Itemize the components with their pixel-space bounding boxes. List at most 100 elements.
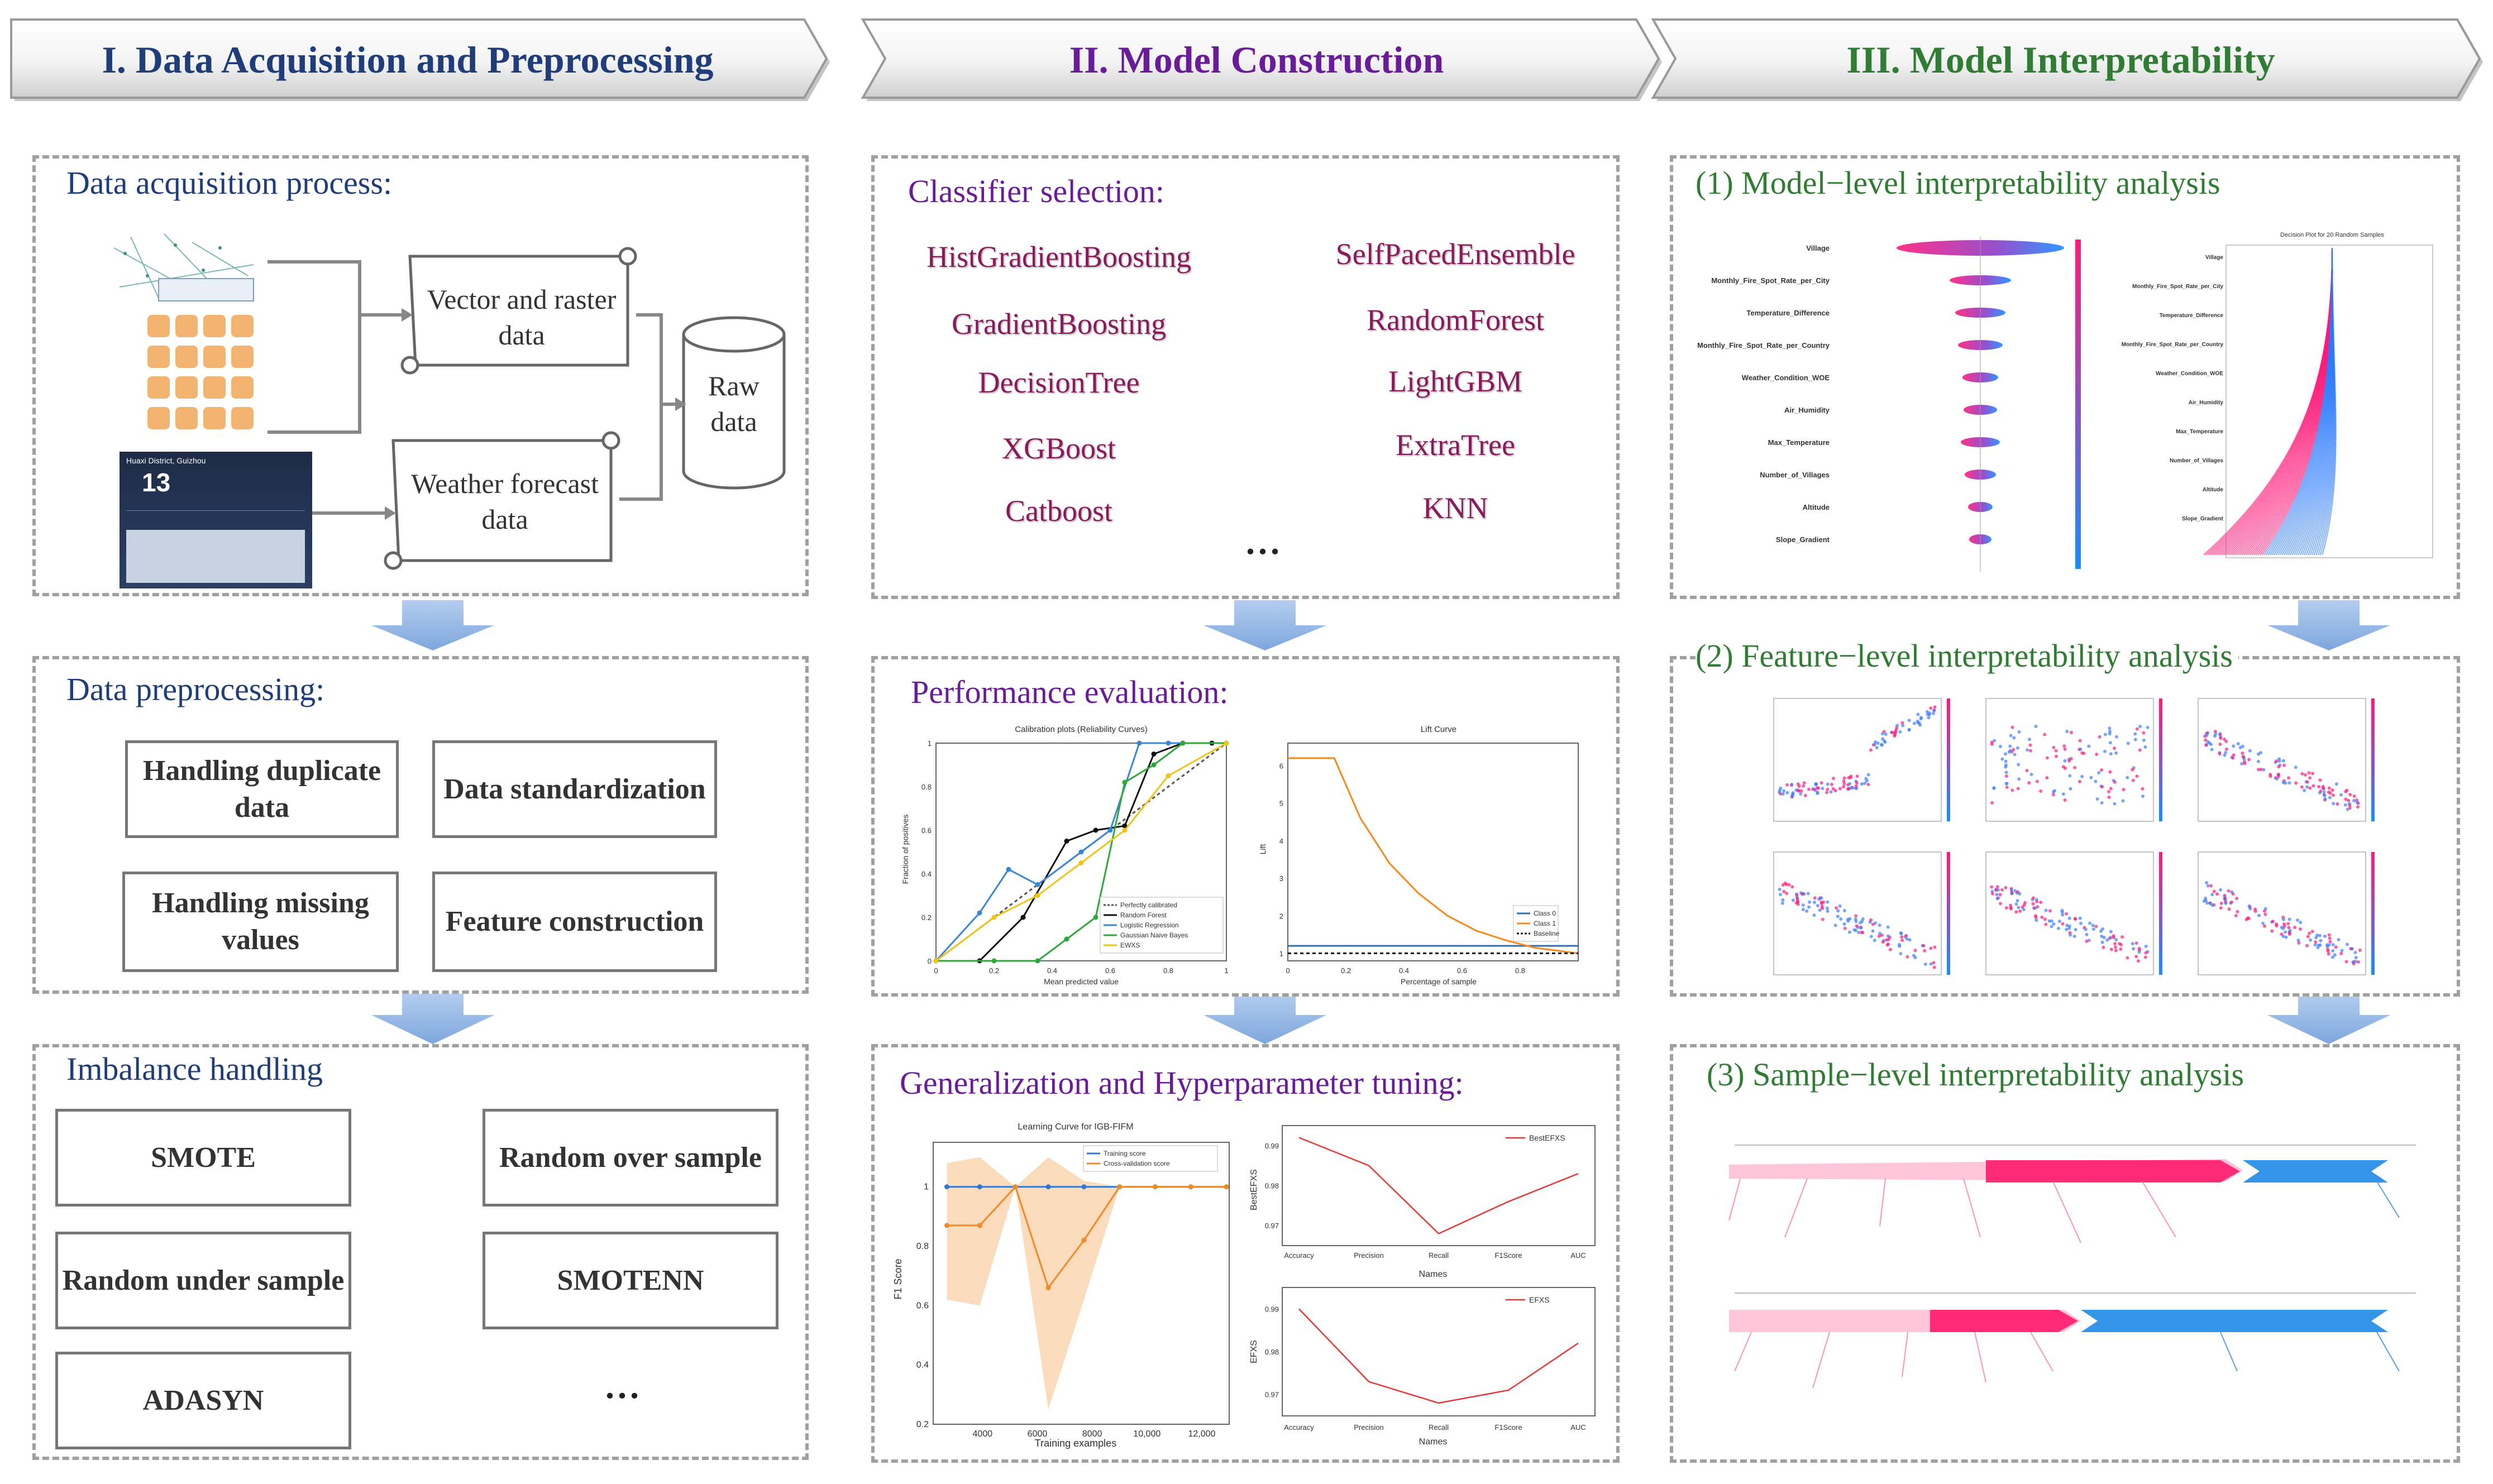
dependence-point	[2327, 952, 2330, 956]
dependence-point	[1873, 743, 1876, 746]
dependence-point	[2236, 909, 2239, 913]
dependence-point	[1926, 712, 1930, 716]
dependence-point	[2261, 921, 2265, 925]
dependence-point	[1801, 908, 1805, 912]
dependence-point	[2026, 748, 2029, 752]
dependence-point	[2012, 748, 2016, 751]
dependence-point	[2050, 925, 2053, 928]
decision-plot-title: Decision Plot for 20 Random Samples	[2280, 232, 2384, 238]
dependence-point	[2073, 765, 2077, 769]
dependence-point	[1779, 893, 1783, 897]
dependence-point	[2056, 926, 2060, 930]
dependence-point	[1898, 944, 1902, 948]
legend-label: EWXS	[1120, 941, 1140, 949]
header-model-construction: II. Model Construction	[1069, 39, 1444, 81]
dependence-point	[2034, 898, 2038, 902]
dependence-point	[1993, 739, 1997, 743]
dependence-point	[2069, 787, 2072, 791]
dependence-point	[1898, 730, 1902, 734]
data-point	[944, 1223, 950, 1228]
data-point	[1151, 751, 1157, 757]
dependence-point	[2004, 885, 2008, 889]
dependence-point	[2017, 777, 2021, 781]
dependence-point	[2353, 951, 2357, 955]
data-point	[1153, 1184, 1158, 1190]
dependence-point	[2113, 942, 2117, 946]
dependence-point	[2069, 933, 2072, 937]
dependence-point	[1908, 938, 1912, 942]
x-tick-label: 6000	[1028, 1429, 1048, 1439]
dependence-point	[2141, 787, 2145, 791]
dependence-point	[1992, 786, 1996, 790]
dependence-point	[2323, 934, 2327, 938]
lift-title: Lift Curve	[1421, 725, 1456, 734]
header-chevron-1	[10, 18, 830, 101]
dependence-point	[1871, 922, 1875, 926]
dependence-point	[1826, 782, 1830, 786]
dependence-point	[2043, 733, 2047, 736]
dependence-point	[2135, 727, 2139, 731]
y-tick-label: 0.2	[916, 1420, 929, 1429]
dependence-point	[2348, 803, 2352, 807]
data-point	[1078, 849, 1084, 855]
dependence-point	[2113, 746, 2117, 750]
dependence-point	[2043, 917, 2047, 921]
dependence-point	[1842, 785, 1846, 789]
data-point	[1093, 915, 1099, 920]
dependence-point	[2142, 731, 2146, 735]
feature-label: Village	[1806, 244, 1830, 252]
dependence-point	[2144, 951, 2148, 955]
dependence-point	[1901, 724, 1905, 727]
dependence-point	[2326, 949, 2330, 953]
dependence-point	[2280, 932, 2284, 936]
dependence-point	[2287, 776, 2291, 780]
decision-feature-label: Weather_Condition_WOE	[2156, 371, 2223, 377]
dependence-point	[1899, 952, 1903, 956]
dependence-point	[2248, 749, 2252, 753]
dependence-point	[1791, 898, 1795, 902]
dependence-point	[2114, 949, 2118, 952]
dependence-point	[1932, 965, 1936, 969]
data-point	[1117, 1184, 1123, 1190]
dependence-point	[2346, 807, 2349, 811]
dependence-point	[2262, 924, 2266, 928]
dependence-point	[2018, 909, 2022, 913]
dependence-point	[2017, 763, 2021, 767]
random-under-sample-box: Random under sample	[55, 1232, 351, 1329]
x-tick-label: F1Score	[1494, 1423, 1522, 1432]
x-tick-label: 0.4	[1399, 966, 1409, 975]
y-tick-label: 3	[1279, 874, 1283, 883]
decision-feature-label: Number_of_Villages	[2170, 458, 2223, 464]
data-point	[1188, 1184, 1193, 1190]
plot-frame	[1287, 743, 1579, 961]
dependence-point	[2356, 960, 2360, 964]
data-point	[944, 1184, 950, 1190]
force-plot-1	[1728, 1145, 2416, 1243]
dependence-point	[1838, 904, 1842, 908]
dependence-point	[2016, 787, 2020, 791]
dependence-point	[2109, 930, 2113, 934]
decision-feature-label: Slope_Gradient	[2182, 516, 2224, 522]
dependence-point	[1905, 955, 1909, 959]
dependence-point	[2107, 795, 2111, 799]
dependence-point	[1871, 929, 1875, 933]
performance-title: Performance evaluation:	[911, 674, 1229, 710]
dependence-point	[2004, 763, 2008, 767]
performance-evaluation-panel: Performance evaluation: Calibration plot…	[871, 656, 1620, 997]
dependence-point	[2323, 793, 2327, 797]
dependence-point	[2107, 789, 2111, 793]
dependence-point	[2319, 939, 2323, 942]
vector-raster-label: Vector and raster data	[427, 284, 617, 351]
dependence-point	[2109, 947, 2113, 951]
data-point	[1045, 1184, 1051, 1190]
dependence-point	[2328, 940, 2332, 944]
dependence-point	[2052, 789, 2056, 793]
dependence-point	[2287, 917, 2291, 921]
dependence-point	[2327, 943, 2331, 947]
dependence-point	[2327, 933, 2331, 937]
dependence-point	[1873, 939, 1876, 942]
dependence-point	[2317, 944, 2320, 947]
dependence-point	[1821, 907, 1825, 911]
dependence-point	[2339, 951, 2343, 955]
dependence-point	[1839, 917, 1843, 921]
